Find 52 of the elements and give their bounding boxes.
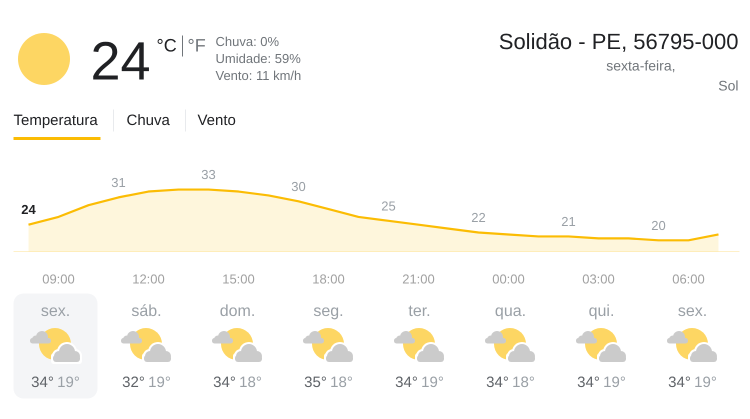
- text: Vento: 11 km/h: [216, 68, 302, 83]
- category-label: sáb.: [131, 303, 162, 320]
- text: 35°: [304, 374, 327, 391]
- text: 19°: [603, 374, 626, 391]
- text: 34°: [31, 374, 54, 391]
- text: 18°: [239, 374, 262, 391]
- text: 34°: [486, 374, 509, 391]
- text: Chuva: [126, 112, 171, 129]
- text: 34°: [213, 374, 236, 391]
- x-tick-label: 18:00: [312, 272, 345, 286]
- x-tick-label: 09:00: [42, 272, 75, 286]
- text: Chuva: 0%: [216, 34, 280, 49]
- text: 34°: [668, 374, 691, 391]
- text: 34°: [395, 374, 418, 391]
- x-tick-label: 21:00: [402, 272, 435, 286]
- text: 19°: [148, 374, 171, 391]
- x-tick-label: 00:00: [492, 272, 525, 286]
- text: Sol: [718, 78, 738, 94]
- category-label: seg.: [313, 303, 344, 320]
- data-label: 25: [381, 198, 396, 214]
- x-tick-label: 15:00: [222, 272, 255, 286]
- data-label: 24: [21, 202, 36, 218]
- data-label: 21: [561, 214, 576, 229]
- category-label: qua.: [494, 303, 526, 320]
- x-tick-label: 06:00: [672, 272, 705, 286]
- text: °F: [188, 36, 206, 56]
- category-label: sex.: [40, 303, 70, 320]
- category-label: dom.: [220, 303, 256, 320]
- text: 18°: [330, 374, 353, 391]
- text: Solidão - PE, 56795-000: [498, 29, 739, 54]
- data-label: 33: [201, 167, 216, 182]
- category-label: sex.: [678, 303, 708, 320]
- text: sexta-feira,: [606, 58, 676, 74]
- text: 32°: [122, 374, 145, 391]
- data-label: 22: [471, 210, 486, 226]
- text: 18°: [512, 374, 535, 391]
- text: 19°: [421, 374, 444, 391]
- text: °C: [156, 36, 177, 56]
- text: 34°: [577, 374, 600, 391]
- text: 19°: [694, 374, 717, 391]
- text: 24: [90, 32, 151, 92]
- category-label: qui.: [588, 303, 614, 320]
- category-label: ter.: [408, 303, 431, 320]
- x-tick-label: 12:00: [132, 272, 165, 286]
- text: Umidade: 59%: [216, 51, 302, 66]
- x-tick-label: 03:00: [582, 272, 615, 286]
- data-label: 31: [111, 174, 126, 190]
- text: Vento: [198, 112, 236, 129]
- data-label: 30: [291, 178, 306, 194]
- text: Temperatura: [14, 112, 98, 129]
- data-label: 20: [651, 218, 666, 233]
- text: 19°: [57, 374, 80, 391]
